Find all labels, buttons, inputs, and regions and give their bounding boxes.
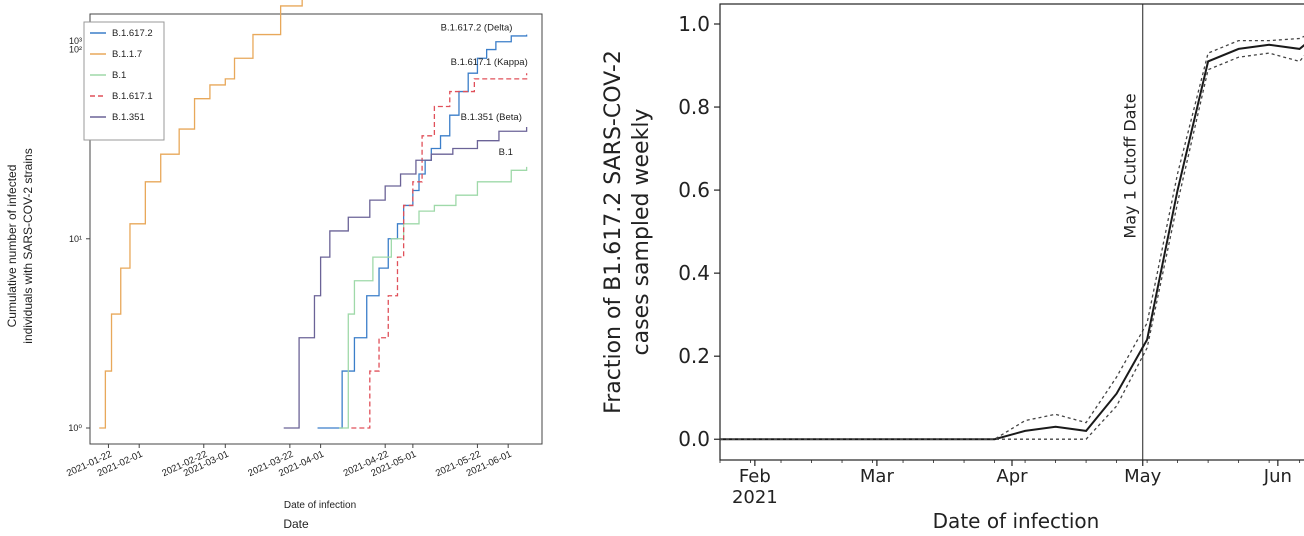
left-end-label: B.1.617.2 (Delta) bbox=[441, 23, 513, 34]
legend-box bbox=[83, 21, 165, 141]
right-y-tick-label: 1.0 bbox=[678, 12, 710, 36]
left-ylabel-line1: Cumulative number of infected bbox=[5, 165, 19, 328]
right-x-tick-label: Mar bbox=[860, 466, 895, 487]
right-xlabel: Date of infection bbox=[933, 509, 1100, 533]
right-ylabel-line2: cases sampled weekly bbox=[629, 109, 654, 356]
left-y-tick-label: 10⁰ bbox=[68, 423, 82, 433]
right-x-tick-label: May bbox=[1124, 466, 1162, 487]
left-end-label: B.1.351 (Beta) bbox=[461, 112, 522, 123]
left-y-tick-label: 10¹ bbox=[69, 234, 82, 244]
left-series-line-B.1.351 bbox=[283, 126, 528, 429]
left-xlabel-inner: Date of infection bbox=[284, 500, 356, 511]
right-series-line-lower bbox=[720, 52, 1304, 440]
right-y-ticks: 0.0 0.2 0.4 0.6 0.8 1.0 bbox=[678, 12, 720, 451]
legend-label: B.1.351 bbox=[112, 112, 145, 123]
right-ylabel-line1: Fraction of B1.617.2 SARS-COV-2 bbox=[601, 50, 626, 414]
right-y-tick-label: 0.6 bbox=[678, 178, 710, 202]
left-y-tick-label: 10² bbox=[69, 45, 82, 55]
left-series-line-B.1.1.7 bbox=[99, 0, 303, 429]
right-series-line-mean bbox=[720, 43, 1304, 441]
right-y-tick-label: 0.8 bbox=[678, 95, 710, 119]
left-series-line-B.1.617.1 bbox=[351, 73, 528, 429]
right-y-tick-label: 0.4 bbox=[678, 261, 710, 285]
left-end-label: B.1.617.1 (Kappa) bbox=[451, 57, 528, 68]
left-y-tick-label: 10³ bbox=[69, 36, 82, 46]
right-x-tick-label-year: 2021 bbox=[732, 487, 778, 508]
right-plot-frame bbox=[719, 3, 1304, 461]
legend-label: B.1.617.1 bbox=[112, 91, 153, 102]
left-series-lines bbox=[99, 0, 528, 429]
left-end-labels: B.1.617.2 (Delta)B.1.1.7 (Alpha)B.1B.1.6… bbox=[441, 23, 528, 158]
left-legend: B.1.617.2 B.1.1.7 B.1 B.1.617.1 B.1.351 bbox=[83, 21, 165, 141]
cutoff-label: May 1 Cutoff Date bbox=[1121, 93, 1140, 238]
right-y-tick-label: 0.2 bbox=[678, 344, 710, 368]
left-series-line-B.1 bbox=[339, 166, 528, 429]
right-series-line-upper bbox=[720, 35, 1304, 440]
right-x-tick-label: Apr bbox=[996, 466, 1028, 487]
right-x-tick-label: Feb bbox=[739, 466, 771, 487]
left-end-label: B.1 bbox=[499, 147, 513, 158]
legend-label: B.1.617.2 bbox=[112, 28, 153, 39]
left-plot-frame bbox=[89, 13, 543, 445]
right-series-lines bbox=[720, 35, 1304, 441]
right-y-tick-label: 0.0 bbox=[678, 427, 710, 451]
legend-label: B.1.1.7 bbox=[112, 49, 142, 60]
left-ylabel-line2: individuals with SARS-COV-2 strains bbox=[21, 148, 35, 343]
left-xlabel-outer: Date bbox=[283, 517, 309, 531]
legend-label: B.1 bbox=[112, 70, 126, 81]
right-x-tick-label: Jun bbox=[1263, 466, 1292, 487]
